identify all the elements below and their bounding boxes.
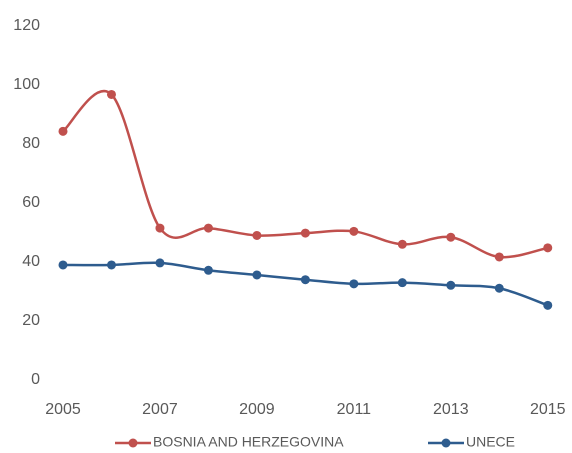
- marker: [494, 252, 504, 262]
- marker: [446, 280, 456, 290]
- y-tick-label: 80: [22, 135, 40, 152]
- y-tick-label: 120: [13, 17, 40, 34]
- series-line: [62, 90, 549, 259]
- y-tick-label: 60: [22, 194, 40, 211]
- marker: [543, 300, 553, 310]
- marker: [58, 260, 68, 270]
- x-tick-label: 2005: [45, 401, 81, 418]
- y-tick-label: 20: [22, 312, 40, 329]
- marker: [203, 265, 213, 275]
- legend-marker: [128, 438, 138, 448]
- marker: [252, 270, 262, 280]
- marker: [300, 275, 310, 285]
- marker: [106, 260, 116, 270]
- marker: [543, 243, 553, 253]
- marker: [397, 239, 407, 249]
- marker: [494, 283, 504, 293]
- x-tick-label: 2015: [530, 401, 566, 418]
- x-tick-label: 2007: [142, 401, 178, 418]
- marker: [397, 278, 407, 288]
- y-tick-label: 40: [22, 253, 40, 270]
- x-tick-label: 2011: [337, 401, 372, 418]
- legend-label: BOSNIA AND HERZEGOVINA: [153, 434, 344, 450]
- x-tick-label: 2009: [239, 401, 275, 418]
- y-tick-label: 0: [31, 371, 40, 388]
- marker: [106, 89, 116, 99]
- marker: [58, 126, 68, 136]
- x-tick-label: 2013: [433, 401, 469, 418]
- marker: [252, 230, 262, 240]
- legend-label: UNECE: [466, 434, 515, 450]
- marker: [203, 223, 213, 233]
- marker: [349, 226, 359, 236]
- marker: [155, 258, 165, 268]
- marker: [446, 232, 456, 242]
- y-tick-label: 100: [13, 76, 40, 93]
- marker: [349, 279, 359, 289]
- legend-marker: [441, 438, 451, 448]
- marker: [300, 228, 310, 238]
- marker: [155, 223, 165, 233]
